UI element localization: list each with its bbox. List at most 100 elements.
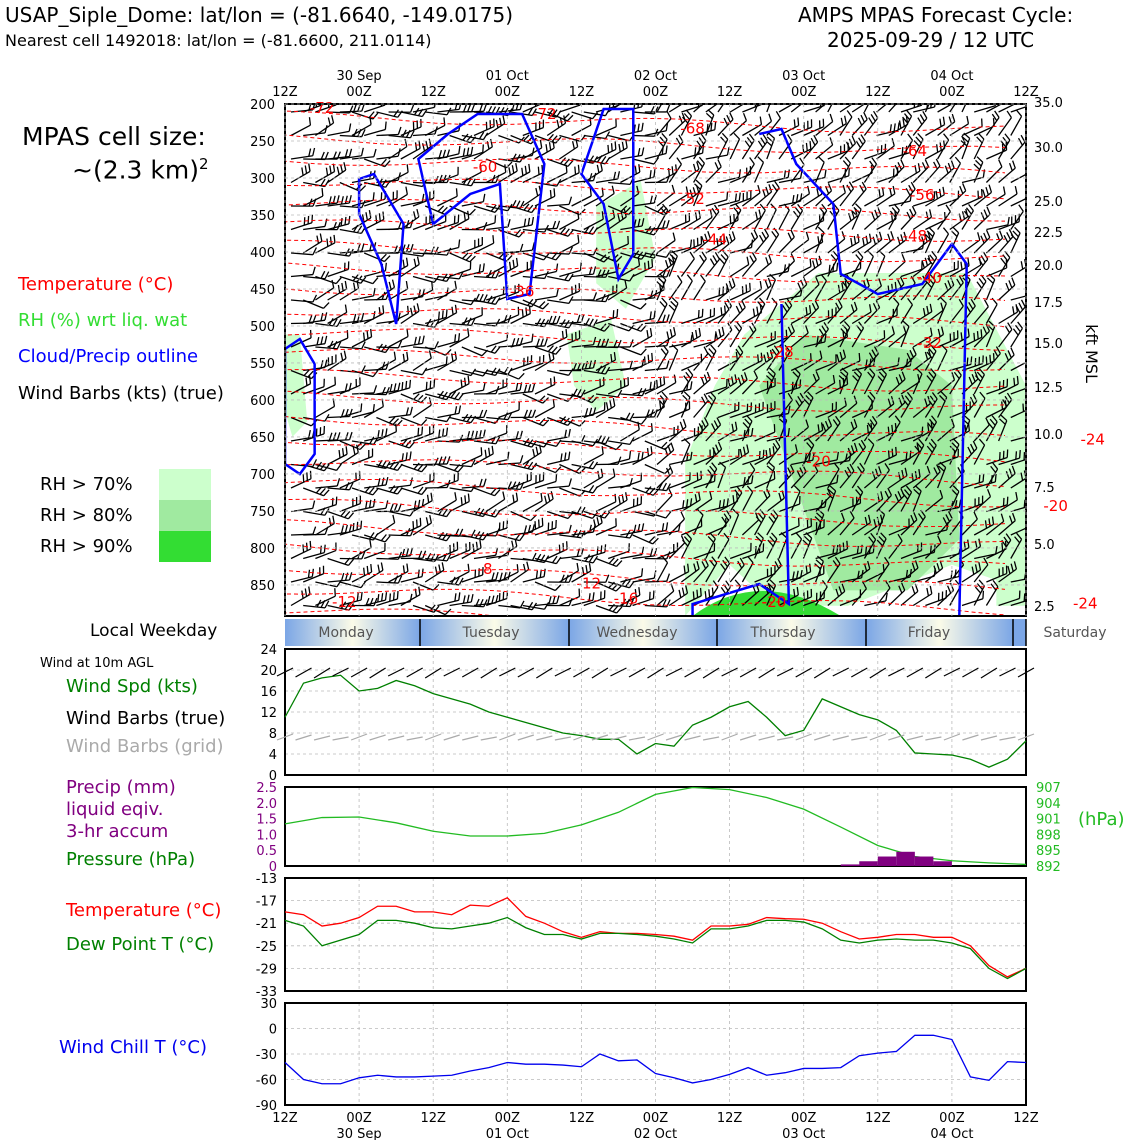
wind-barb-flag [356,444,359,453]
wind-barb [876,167,899,184]
wind-barb-flag [579,419,586,427]
wind-barb-flag [646,330,649,339]
wind-barb [729,190,752,207]
wind-barb [498,163,518,184]
wind-barb-flag [704,591,707,600]
wind-barb-flag [428,350,432,359]
wind-barb [473,445,494,466]
wind-barb-flag [716,417,722,425]
wind-barb-staff [632,416,655,419]
wind-barb-staff [827,104,833,113]
wind-barb-flag [662,482,668,491]
wind-barb-staff [534,383,556,395]
wind-barb-flag [484,449,487,458]
wind-barb-flag [430,246,435,255]
wind-barb [741,462,756,489]
wind-barb-flag [725,283,730,292]
wind-barb-flag [750,232,756,241]
wind-barb [729,486,743,512]
wind-barb-staff [632,510,655,517]
wind-barb [705,462,718,489]
wind-barb-flag [717,441,723,450]
wind-barb-staff [559,269,581,278]
wind-barb [620,416,647,425]
wind-barb-staff [424,220,446,231]
wind-barb-staff [473,487,495,497]
wind-barb-flag [373,148,377,157]
wind-barb-staff [546,416,568,427]
wind-barb-flag [770,203,777,211]
wind-barb-flag [807,185,811,194]
wind-barb [461,164,482,184]
wind-barb [668,212,691,231]
wind-barb-flag [683,391,691,398]
wind-barb-flag [811,302,817,311]
wind-barb-flag [491,445,494,454]
wind-barb-flag [462,133,469,141]
wind-barb-staff [778,104,795,113]
wind-barb-flag [373,385,378,394]
wind-barb-staff [534,295,557,301]
wind-barb-flag [548,596,552,605]
wind-barb [681,491,701,513]
wind-barb [644,205,672,216]
wind-barb-flag [458,271,464,280]
wind-barb-flag [704,233,708,242]
wind-barb [705,326,725,348]
wind-barb-flag [353,313,357,322]
wind-barb [290,540,312,560]
wind-barb-flag [523,525,528,534]
wind-barb-flag [308,375,312,384]
wind-barb-flag [863,111,868,120]
wind-barb-flag [685,532,692,540]
wind-barb-flag [527,409,533,418]
wind-barb-flag [528,305,531,314]
legend-rh90: RH > 90% [40,536,133,557]
wind-barb-flag [341,448,345,457]
wind-barb-flag [713,204,720,213]
wind-barb-flag [483,478,487,487]
wind-barb [754,156,765,183]
wind-barb-flag [336,195,340,204]
wind-barb-flag [711,556,718,564]
wind-barb-flag [549,378,552,387]
wind-barb-flag [771,230,778,239]
wind-barb [534,376,556,395]
wind-barb [339,341,366,350]
wind-barb-flag [734,193,738,202]
wind-barb-flag [431,281,434,291]
wind-barb-flag [857,117,863,126]
wind-barb [888,203,900,230]
wind-barb-flag [413,393,420,400]
wind-barb-flag [397,340,403,349]
wind-barb [534,463,562,474]
wind-barb-staff [559,242,580,254]
wind-barb-flag [842,184,846,193]
wind-barb-flag [312,294,318,303]
wind-barb [790,276,808,301]
wind-barb-flag [700,377,705,385]
wind-barb-flag [947,585,952,594]
wind-barb-flag [752,308,756,317]
wind-barb-flag [483,409,488,418]
wind-barb-flag [385,386,390,395]
wind-barb-flag [560,227,567,235]
wind-barb-flag [478,264,482,273]
wind-barb [583,544,607,560]
wind-barb [827,142,849,160]
wind-barb-staff [937,139,950,160]
wind-barb-flag [381,593,384,602]
wind-barb-staff [412,581,434,591]
wind-barb-staff [753,104,759,113]
wind-barb-flag [625,412,631,421]
wind-barb-staff [315,287,335,301]
wind-barb-flag [588,173,593,182]
wind-barb-flag [393,383,397,392]
wind-barb [815,203,828,230]
wind-barb-staff [547,532,570,536]
wind-barb [583,322,611,332]
wind-barb-flag [629,273,635,282]
wind-barb [498,538,518,560]
wind-barb-flag [316,336,320,346]
wind-barb-staff [400,342,423,348]
